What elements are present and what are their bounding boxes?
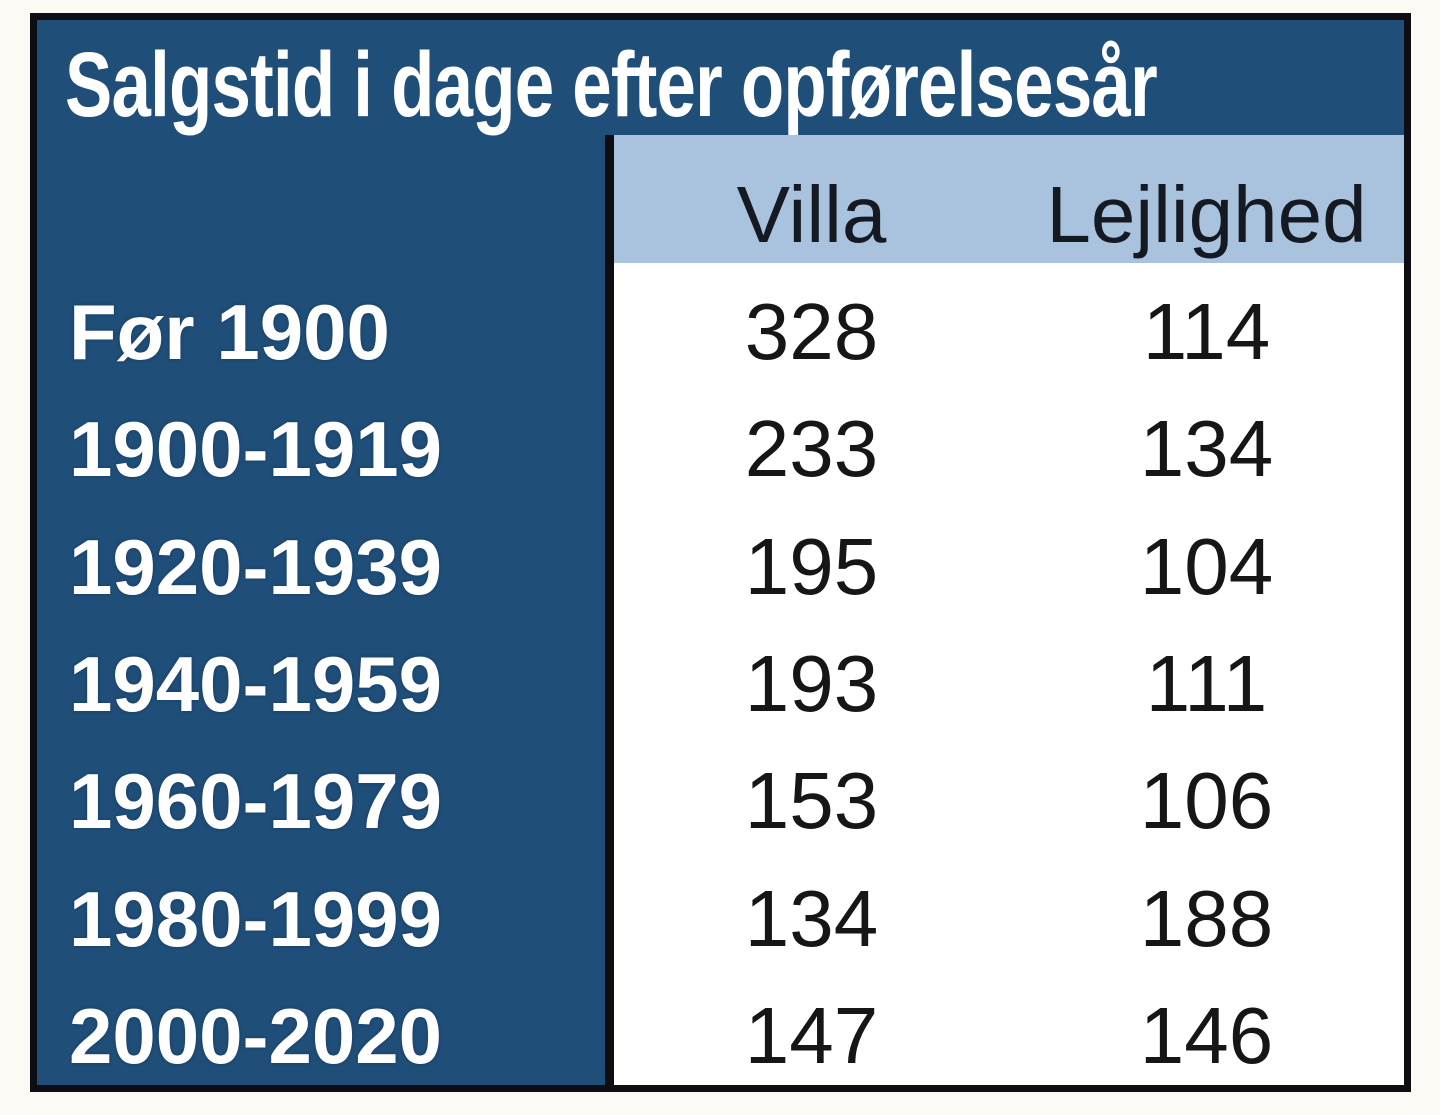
villa-value: 134 [744,873,879,963]
column-header-lejlighed: Lejlighed [1046,170,1367,259]
table-row: 147 146 [614,968,1404,1085]
label-header-spacer [37,135,605,263]
lejlighed-value: 188 [1139,873,1274,963]
lejlighed-value: 134 [1139,404,1274,494]
data-columns: Villa Lejlighed 328 114 233 134 195 104 [614,135,1404,1085]
villa-value: 147 [744,991,879,1081]
row-label: 1920-1939 [69,522,443,611]
table-title: Salgstid i dage efter opførelsesår [65,33,1158,136]
villa-value: 233 [744,404,879,494]
row-label: 1900-1919 [69,405,443,494]
villa-value: 328 [744,286,879,376]
row-label-column: Før 1900 1900-1919 1920-1939 1940-1959 1… [37,135,605,1085]
table-row: 134 188 [614,850,1404,967]
column-header-band: Villa Lejlighed [614,135,1404,263]
lejlighed-value: 146 [1139,991,1274,1081]
row-label: 1960-1979 [69,757,443,846]
data-rows: 328 114 233 134 195 104 193 111 [614,263,1404,1085]
table-row: 195 104 [614,498,1404,615]
villa-value: 195 [744,521,879,611]
table-row: 153 106 [614,733,1404,850]
villa-value: 153 [744,756,879,846]
lejlighed-value: 106 [1139,756,1274,846]
table-title-band: Salgstid i dage efter opførelsesår [37,20,1404,135]
column-header-villa: Villa [736,170,887,259]
villa-value: 193 [744,638,879,728]
row-label: Før 1900 [69,287,390,376]
lejlighed-value: 104 [1139,521,1274,611]
lejlighed-value: 111 [1145,638,1268,728]
table-body: Før 1900 1900-1919 1920-1939 1940-1959 1… [37,135,1404,1085]
table-row: 328 114 [614,263,1404,380]
row-label: 1980-1999 [69,874,443,963]
table-row: 193 111 [614,615,1404,732]
row-label: 1940-1959 [69,639,443,728]
column-divider [605,135,614,1085]
table-row: 233 134 [614,380,1404,497]
sales-time-table: Salgstid i dage efter opførelsesår Før 1… [30,13,1411,1092]
row-label: 2000-2020 [69,992,443,1081]
lejlighed-value: 114 [1142,286,1271,376]
